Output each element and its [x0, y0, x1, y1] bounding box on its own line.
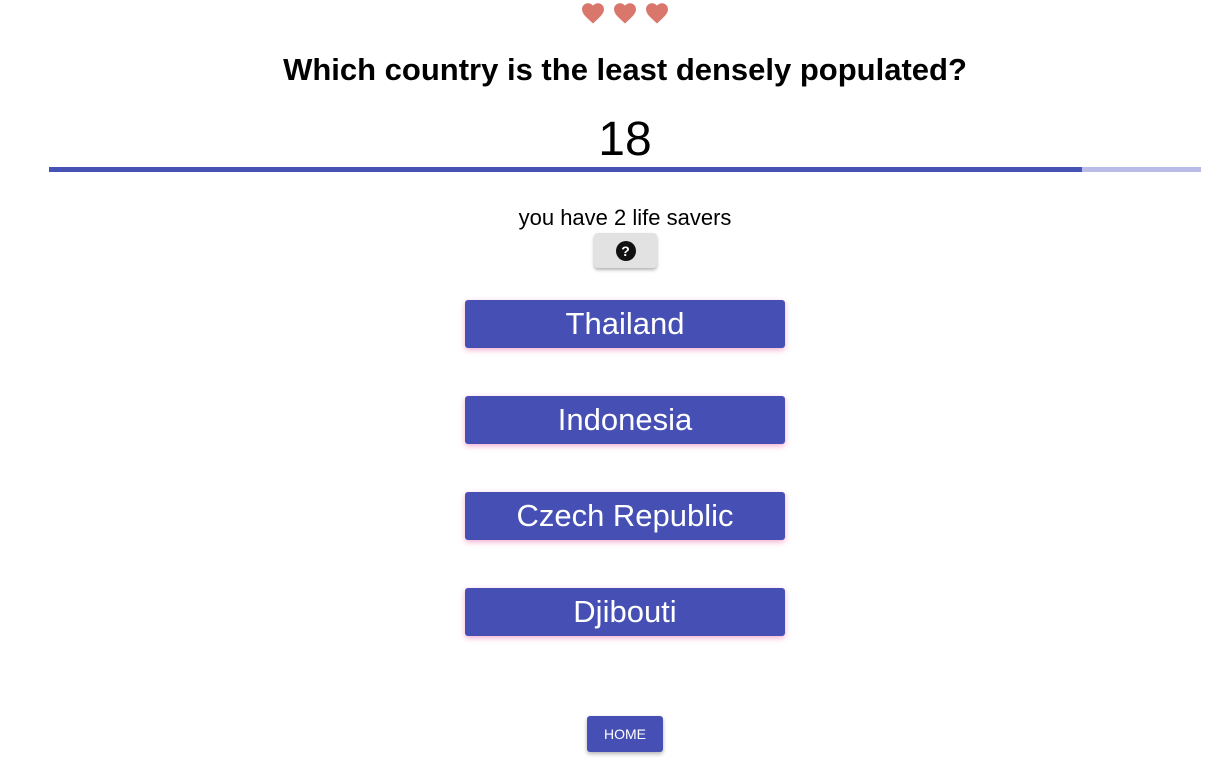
timer-progress-fill: [49, 167, 1083, 172]
heart-icon: [613, 2, 637, 24]
heart-icon: [645, 2, 669, 24]
heart-icon: [581, 2, 605, 24]
question-circle-icon: ?: [615, 240, 636, 261]
home-button[interactable]: HOME: [587, 716, 663, 752]
answer-list: Thailand Indonesia Czech Republic Djibou…: [465, 300, 785, 684]
answer-button-djibouti[interactable]: Djibouti: [465, 588, 785, 636]
answer-button-indonesia[interactable]: Indonesia: [465, 396, 785, 444]
lifesavers-text: you have 2 life savers: [518, 205, 732, 230]
question-text: Which country is the least densely popul…: [283, 52, 967, 87]
answer-button-czech-republic[interactable]: Czech Republic: [465, 492, 785, 540]
answer-button-thailand[interactable]: Thailand: [465, 300, 785, 348]
lives-indicator: [0, 2, 1230, 24]
lifesaver-button[interactable]: ?: [594, 233, 657, 268]
timer-progress-bar: [49, 167, 1201, 172]
countdown-timer: 18: [598, 113, 652, 166]
